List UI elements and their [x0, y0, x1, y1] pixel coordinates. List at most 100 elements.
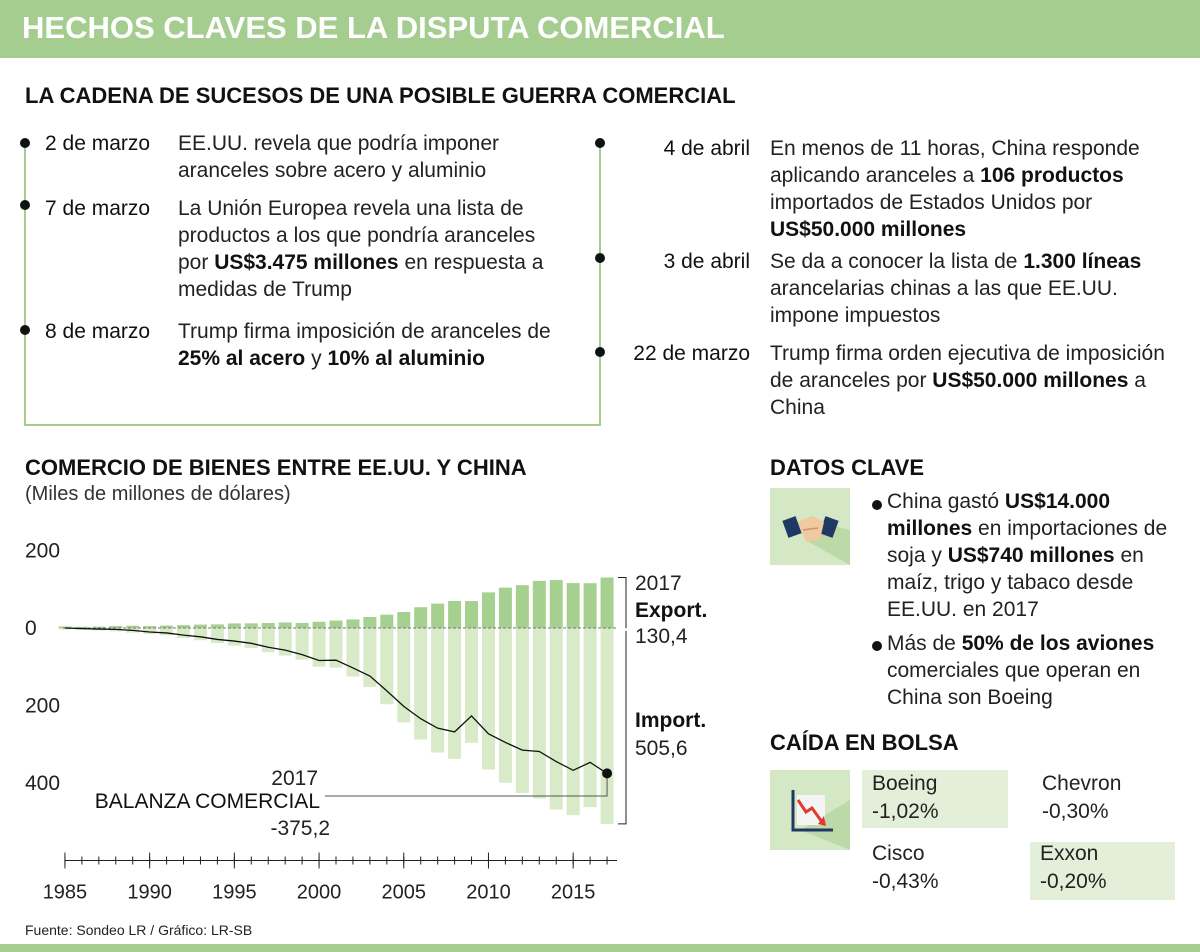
dot [20, 138, 30, 148]
text: en maíz, trigo y tabaco desde EE.UU. en … [887, 544, 1144, 621]
bar [210, 628, 224, 644]
event-date: 22 de marzo [633, 342, 750, 365]
bar [532, 580, 546, 628]
bar [92, 626, 106, 628]
y-tick-label: 400 [25, 772, 60, 795]
bar [380, 614, 394, 628]
chart-down-icon [770, 770, 850, 850]
bar [363, 616, 377, 628]
value-label: 130,4 [635, 625, 688, 648]
bar [431, 603, 445, 628]
bar [278, 622, 292, 628]
chart-subtitle: (Miles de millones de dólares) [25, 483, 291, 505]
text: Se da a conocer la lista de [770, 250, 1024, 273]
x-tick-label: 2015 [551, 882, 596, 904]
x-tick-label: 2010 [466, 882, 511, 904]
series-label: Import. [635, 709, 706, 732]
text: a China [770, 369, 1146, 419]
dot [595, 253, 605, 263]
bar [498, 628, 512, 783]
bar [312, 621, 326, 628]
stock-change: -0,43% [872, 870, 939, 893]
event-text: Trump firma orden ejecutiva de imposició… [770, 340, 1185, 421]
highlight-text: US$50.000 millones [770, 218, 967, 241]
highlight-text: 10% al aluminio [327, 347, 485, 370]
bar [448, 628, 462, 759]
bar [227, 623, 241, 628]
balance-line [64, 627, 608, 774]
highlight-text: 106 productos [980, 164, 1124, 187]
event-text: En menos de 11 horas, China responde apl… [770, 135, 1185, 243]
fact-text: Más de 50% de los aviones comerciales qu… [887, 630, 1187, 711]
bar [583, 628, 597, 808]
bar [177, 628, 191, 638]
bar [397, 628, 411, 723]
balance-point [602, 768, 613, 779]
bar [143, 626, 157, 628]
dot [872, 641, 882, 651]
stock-name: Cisco [872, 842, 925, 865]
bar [549, 580, 563, 628]
stock-name: Exxon [1040, 842, 1099, 865]
timeline-dots [20, 138, 605, 357]
text: arancelarias chinas a las que EE.UU. imp… [770, 277, 1118, 327]
bar [448, 600, 462, 628]
stock-name: Chevron [1042, 772, 1122, 795]
event-text: Trump firma imposición de aranceles de 2… [178, 318, 568, 372]
event-text: La Unión Europea revela una lista de pro… [178, 195, 568, 303]
event-date: 2 de marzo [45, 132, 151, 155]
stock-change: -1,02% [872, 800, 939, 823]
timeline-line [24, 140, 601, 426]
y-tick-label: 200 [25, 540, 60, 563]
highlight-text: US$3.475 millones [214, 251, 399, 274]
highlight-text: 25% al acero [178, 347, 306, 370]
dot [872, 500, 882, 510]
bar [465, 601, 479, 628]
highlight-text: 1.300 líneas [1023, 250, 1142, 273]
bar [397, 612, 411, 628]
text: comerciales que operan en China son Boei… [887, 659, 1141, 709]
bar [177, 625, 191, 628]
value-label: 505,6 [635, 737, 688, 760]
text: La Unión Europea revela una lista de pro… [178, 197, 536, 274]
bar [549, 628, 563, 810]
section-title: DATOS CLAVE [770, 455, 925, 480]
bar [244, 623, 258, 628]
bar [498, 587, 512, 628]
highlight-text: 50% de los aviones [961, 632, 1155, 655]
highlight-text: US$50.000 millones [932, 369, 1129, 392]
bar [481, 628, 495, 770]
dot [595, 347, 605, 357]
footer-bar [0, 944, 1200, 952]
text: Trump firma imposición de aranceles de [178, 320, 551, 343]
text: Más de [887, 632, 962, 655]
x-tick-label: 1990 [127, 882, 172, 904]
text: China gastó [887, 490, 1005, 513]
series-label: Export. [635, 599, 707, 622]
stock-change: -0,30% [1042, 800, 1109, 823]
bar [295, 628, 309, 660]
value-label: -375,2 [270, 817, 330, 840]
bar [515, 628, 529, 793]
text: en respuesta a medidas de Trump [178, 251, 544, 301]
highlight-text: US$740 millones [947, 544, 1115, 567]
bar [600, 577, 614, 628]
bar [312, 628, 326, 667]
bar [160, 625, 174, 628]
bar [431, 628, 445, 753]
dot [20, 200, 30, 210]
bar [566, 628, 580, 816]
stock-change: -0,20% [1040, 870, 1107, 893]
y-tick-label: 0 [25, 617, 37, 640]
bar [75, 626, 89, 628]
bar [329, 628, 343, 668]
event-date: 4 de abril [663, 137, 750, 160]
header-bar [0, 0, 1200, 58]
bar [160, 628, 174, 636]
bar [380, 628, 394, 705]
bar [261, 623, 275, 628]
event-text: Se da a conocer la lista de 1.300 líneas… [770, 248, 1185, 329]
text: En menos de 11 horas, China responde apl… [770, 137, 1140, 187]
stock-box [1030, 842, 1175, 900]
